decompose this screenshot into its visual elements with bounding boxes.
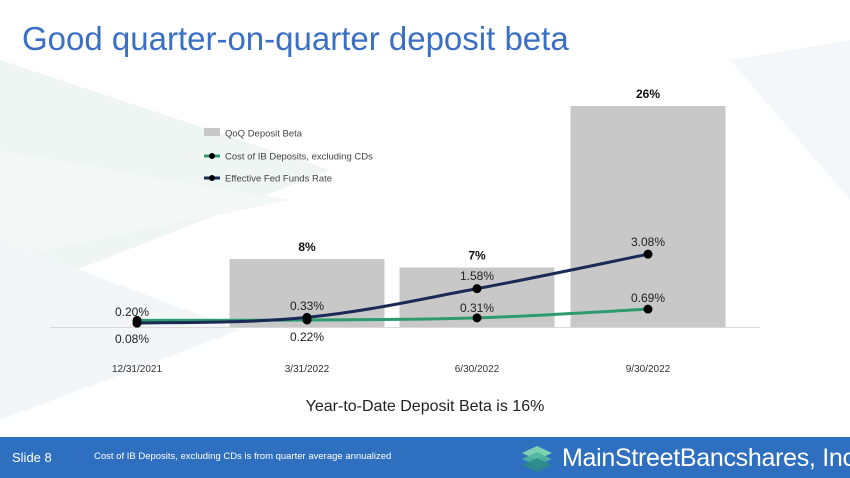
legend-swatch-bar [204,128,220,136]
chart-subtitle: Year-to-Date Deposit Beta is 16% [305,398,545,415]
line-data-label: 0.20% [115,305,149,319]
footnote: Cost of IB Deposits, excluding CDs is fr… [94,451,392,462]
x-tick-label: 12/31/2021 [112,364,162,375]
line-data-label: 1.58% [460,269,494,283]
x-tick-label: 9/30/2022 [626,364,671,375]
legend-entry: QoQ Deposit Beta [225,129,303,140]
data-point [472,313,482,323]
bar-label: 7% [468,249,486,263]
footer-bar: Slide 8 Cost of IB Deposits, excluding C… [0,437,850,478]
legend-entry: Cost of IB Deposits, excluding CDs [225,152,373,163]
data-point [132,318,142,328]
bar-9/30/2022 [570,106,726,327]
data-point [302,312,312,322]
x-tick-label: 6/30/2022 [455,364,500,375]
slide-title: Good quarter-on-quarter deposit beta [22,20,569,57]
series-line-1 [136,252,649,325]
line-data-label: 0.69% [631,291,665,305]
bar-label: 8% [298,240,316,254]
bar-label: 26% [636,87,660,101]
line-data-label: 0.08% [115,332,149,346]
line-data-label: 0.22% [290,330,324,344]
data-point [643,304,653,314]
logo-stack-icon [522,446,552,472]
series-line-0 [136,307,649,322]
legend-entry: Effective Fed Funds Rate [225,174,332,185]
line-data-label: 0.33% [290,299,324,313]
slide-number: Slide 8 [12,450,52,465]
data-point [472,284,482,294]
legend-marker-cost [209,153,215,159]
deposit-beta-chart: 8% 7% 26% 0.20% 0.08% 0.22% 0.33% 0.31% 1.58% 0.6… [50,87,760,375]
line-data-label: 3.08% [631,235,665,249]
x-tick-label: 3/31/2022 [285,364,330,375]
data-point [643,249,653,259]
logo-text: MainStreetBancshares, Inc. [562,443,850,472]
line-data-label: 0.31% [460,301,494,315]
background-decoration [0,40,850,420]
company-logo: MainStreetBancshares, Inc. [520,442,850,474]
legend-marker-fed [209,175,215,181]
